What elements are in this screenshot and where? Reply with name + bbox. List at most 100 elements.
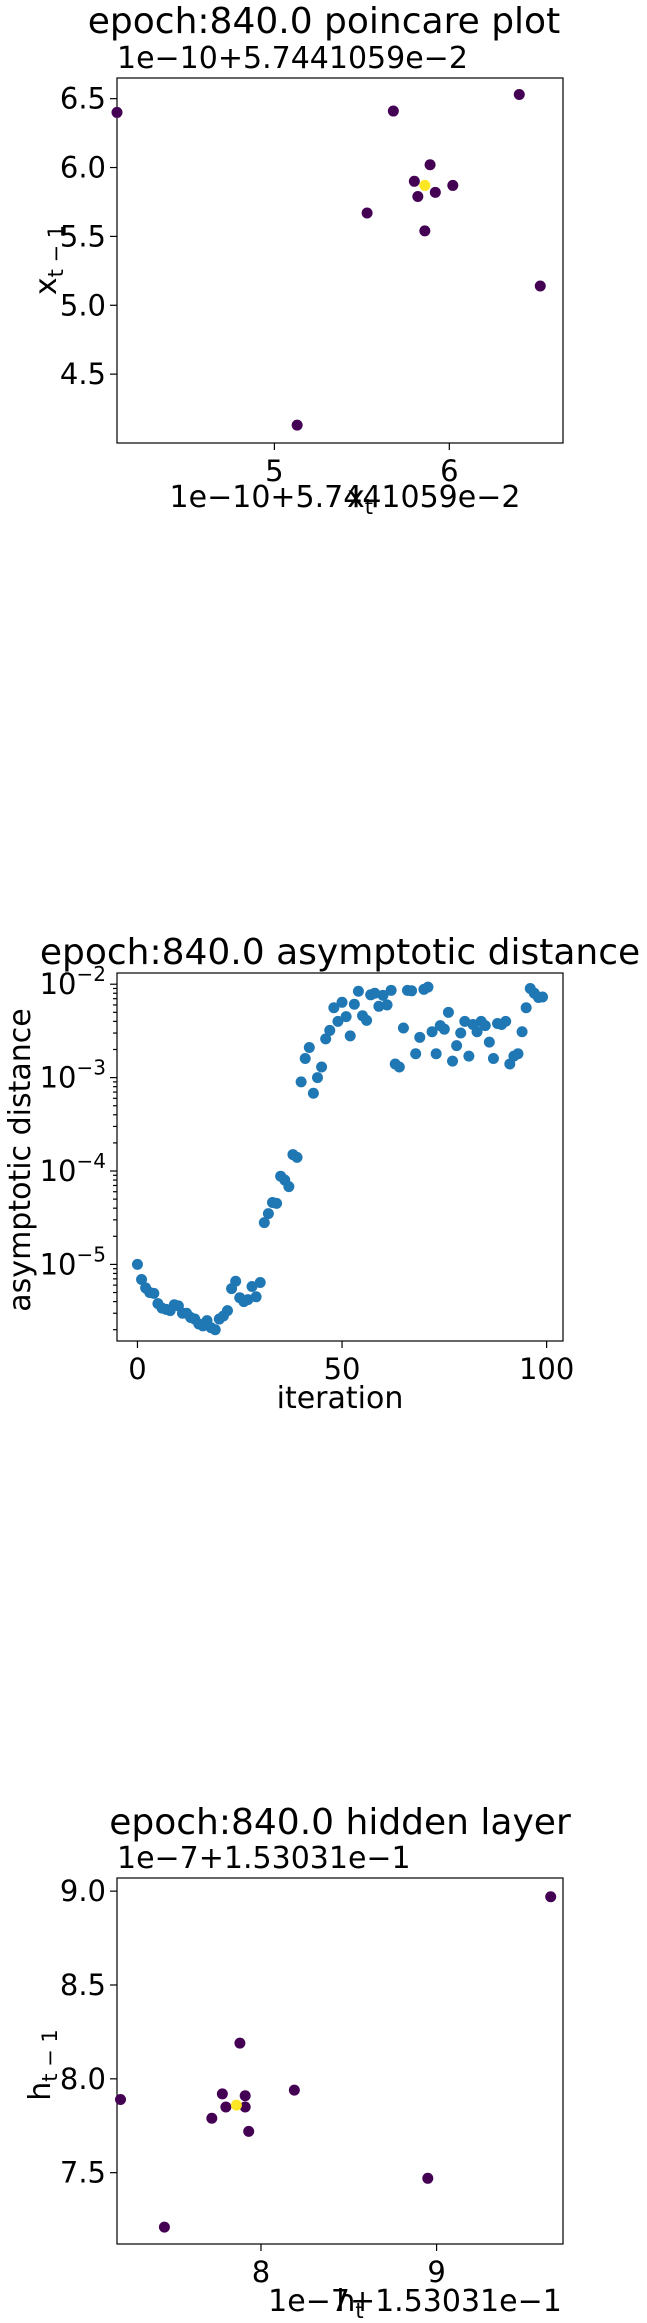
scatter-point xyxy=(131,1258,143,1270)
scatter-point xyxy=(271,1197,283,1209)
scatter-point xyxy=(111,106,123,118)
hidden-y-axis-label: ht − 1 xyxy=(23,2029,62,2101)
y-tick-label: 9.0 xyxy=(60,1874,106,1908)
scatter-point xyxy=(340,1011,352,1023)
scatter-point xyxy=(361,1014,373,1026)
scatter-point xyxy=(512,1048,524,1060)
scatter-point xyxy=(483,1036,495,1048)
scatter-point xyxy=(254,1277,266,1289)
scatter-point xyxy=(158,2221,170,2233)
hidden-y-ticks: 7.5 8.0 8.5 9.0 xyxy=(60,1874,117,2190)
scatter-point xyxy=(328,1002,340,1014)
scatter-point xyxy=(516,1026,528,1038)
scatter-point xyxy=(336,996,348,1008)
x-tick-label: 6 xyxy=(440,454,458,488)
scatter-point xyxy=(291,1151,303,1163)
scatter-point xyxy=(361,207,373,219)
scatter-point xyxy=(438,1023,450,1035)
asymptotic-distance-title: epoch:840.0 asymptotic distance xyxy=(40,932,640,973)
scatter-point xyxy=(534,280,546,292)
hidden-layer-plot-area xyxy=(116,1877,564,2245)
y-tick-label: 10−4 xyxy=(40,1149,106,1188)
scatter-point xyxy=(430,1048,442,1060)
scatter-point xyxy=(311,1072,323,1084)
scatter-point xyxy=(283,1181,295,1193)
hidden-y-offset-text: 1e−7+1.53031e−1 xyxy=(117,1841,411,1876)
scatter-point xyxy=(419,179,431,191)
scatter-point xyxy=(429,186,441,198)
scatter-point xyxy=(414,1031,426,1043)
scatter-point xyxy=(332,1015,344,1027)
scatter-point xyxy=(447,179,459,191)
x-tick-label: 5 xyxy=(265,454,283,488)
asymptotic-points xyxy=(131,981,549,1336)
scatter-point xyxy=(442,1006,454,1018)
scatter-point xyxy=(451,1040,463,1052)
hidden-layer-title: epoch:840.0 hidden layer xyxy=(109,1802,571,1843)
x-tick-label: 50 xyxy=(324,1352,361,1386)
scatter-point xyxy=(419,225,431,237)
asymptotic-y-axis-label: asymptotic distance xyxy=(3,1008,38,1311)
scatter-point xyxy=(148,1287,160,1299)
scatter-point xyxy=(447,1055,459,1067)
scatter-point xyxy=(234,2037,246,2049)
scatter-point xyxy=(344,1030,356,1042)
y-tick-label: 10−2 xyxy=(40,962,106,1001)
scatter-point xyxy=(412,190,424,202)
scatter-point xyxy=(408,175,420,187)
poincare-plot-area xyxy=(116,77,564,444)
scatter-point xyxy=(377,989,389,1001)
asymptotic-distance-chart: epoch:840.0 asymptotic distance 10−5 10−4… xyxy=(3,932,640,1416)
scatter-point xyxy=(136,1273,148,1285)
scatter-point xyxy=(206,2112,218,2124)
scatter-point xyxy=(455,1027,467,1039)
y-tick-label: 4.5 xyxy=(60,357,106,391)
poincare-y-ticks: 4.5 5.0 5.5 6.0 6.5 xyxy=(60,82,117,391)
scatter-point xyxy=(115,2093,127,2105)
scatter-point xyxy=(303,1042,315,1054)
scatter-point xyxy=(230,2099,242,2111)
scatter-point xyxy=(221,1305,233,1317)
y-tick-label: 5.0 xyxy=(60,288,106,322)
scatter-point xyxy=(537,991,549,1003)
y-tick-label: 8.0 xyxy=(60,2062,106,2096)
scatter-point xyxy=(381,999,393,1011)
scatter-point xyxy=(393,1061,405,1073)
scatter-point xyxy=(500,1015,512,1027)
scatter-point xyxy=(397,1022,409,1034)
scatter-point xyxy=(239,2101,251,2113)
y-tick-label: 6.0 xyxy=(60,151,106,185)
scatter-point xyxy=(426,1026,438,1038)
scatter-point xyxy=(243,2125,255,2137)
scatter-point xyxy=(307,1087,319,1099)
scatter-point xyxy=(324,1024,336,1036)
scatter-point xyxy=(230,1275,242,1287)
scatter-point xyxy=(320,1033,332,1045)
scatter-point xyxy=(385,984,397,996)
scatter-point xyxy=(258,1217,270,1229)
scatter-point xyxy=(348,998,360,1010)
scatter-point xyxy=(209,1324,221,1336)
x-tick-label: 100 xyxy=(519,1352,574,1386)
scatter-point xyxy=(520,1002,532,1014)
scatter-point xyxy=(545,1891,557,1903)
poincare-plot-chart: epoch:840.0 poincare plot 1e−10+5.744105… xyxy=(29,1,564,519)
asymptotic-distance-plot-area xyxy=(116,972,564,1342)
scatter-point xyxy=(424,159,436,171)
y-tick-label: 5.5 xyxy=(60,219,106,253)
poincare-y-axis-label: xt − 1 xyxy=(29,225,68,295)
scatter-point xyxy=(216,2088,228,2100)
asymptotic-y-ticks: 10−5 10−4 10−3 10−2 xyxy=(40,962,117,1331)
scatter-point xyxy=(387,105,399,117)
x-tick-label: 9 xyxy=(427,2255,445,2289)
scatter-point xyxy=(291,419,303,431)
y-tick-label: 8.5 xyxy=(60,1968,106,2002)
scatter-point xyxy=(422,2172,434,2184)
poincare-x-offset-text: 1e−10+5.7441059e−2 xyxy=(170,480,521,515)
asymptotic-x-ticks: 0 50 100 xyxy=(128,1341,574,1386)
hidden-x-offset-text: 1e−7+1.53031e−1 xyxy=(268,2284,562,2319)
x-tick-label: 0 xyxy=(128,1352,146,1386)
scatter-point xyxy=(422,981,434,993)
